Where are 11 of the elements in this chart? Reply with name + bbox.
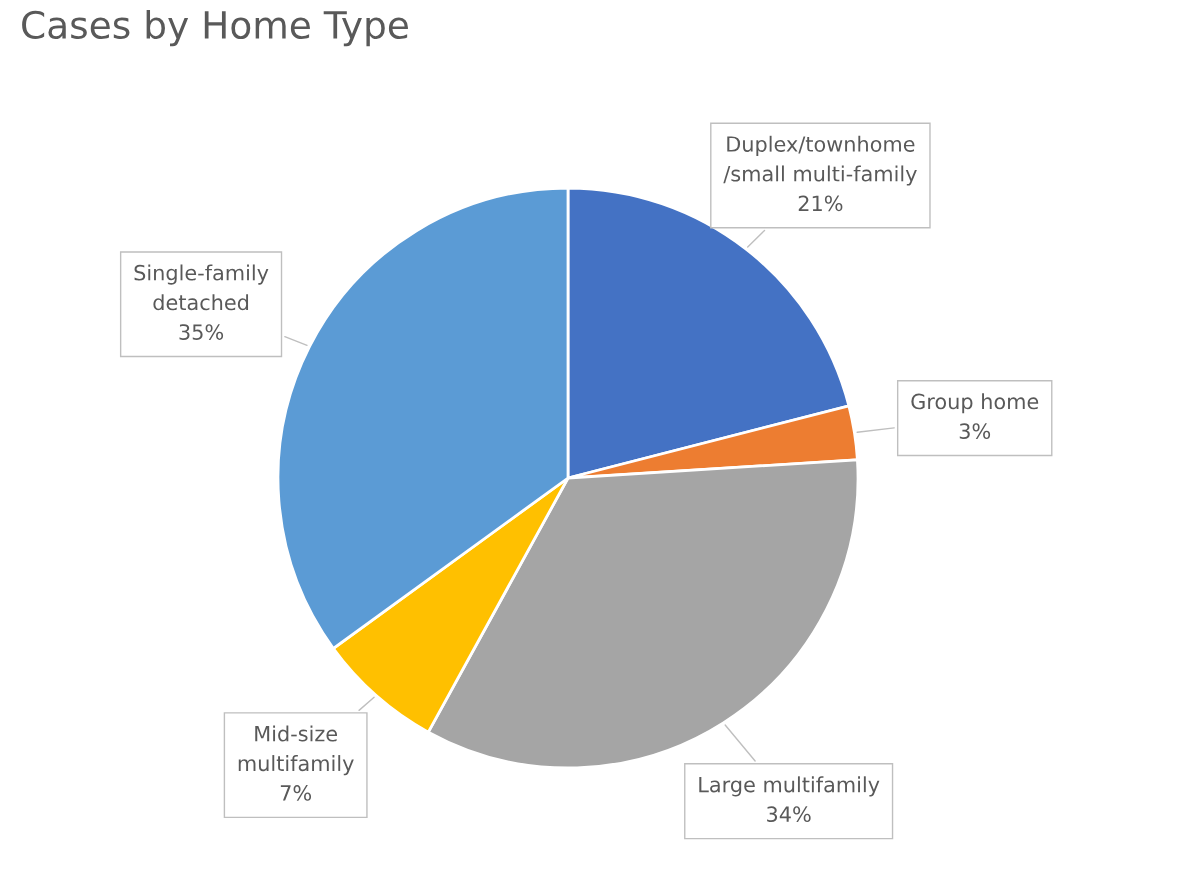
data-label: 3% [959, 423, 991, 439]
slice-label: Mid-size multifamily [238, 725, 354, 776]
chart-title: Cases by Home Type [22, 10, 408, 47]
data-label: 21% [798, 195, 843, 212]
data-label: 35% [179, 324, 224, 340]
slice-label: Duplex/townhome /small multi-family [723, 135, 917, 186]
slice-label: Group home [911, 393, 1039, 414]
slice-label: Single-family detached [134, 264, 269, 311]
data-label: 7% [280, 785, 312, 801]
slice-label: Large multifamily [699, 776, 880, 797]
data-label: 34% [767, 806, 811, 823]
